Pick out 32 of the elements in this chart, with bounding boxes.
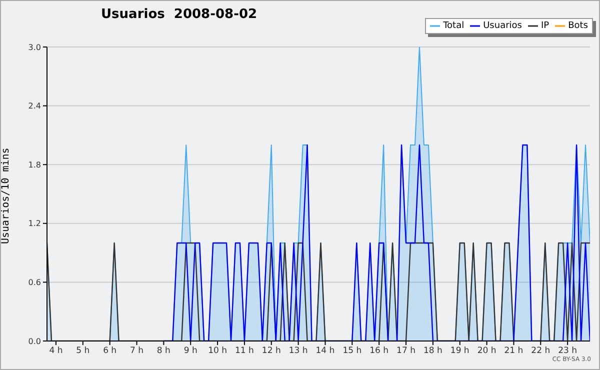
y-tick-label: 1.8 — [28, 160, 41, 170]
x-tick-label: 15 h — [342, 346, 362, 356]
x-tick-label: 5 h — [76, 346, 90, 356]
x-tick-label: 14 h — [316, 346, 335, 356]
chart-title: Usuarios 2008-08-02 — [101, 7, 258, 22]
x-tick-label: 4 h — [49, 346, 63, 356]
x-tick-label: 20 h — [477, 346, 496, 356]
x-tick-label: 9 h — [184, 346, 198, 356]
x-tick-label: 21 h — [504, 346, 524, 356]
y-axis-title: Usuarios/10 mins — [0, 148, 12, 244]
legend-label: IP — [540, 20, 550, 32]
y-tick-label: 3.0 — [28, 42, 41, 52]
x-tick-label: 12 h — [262, 346, 281, 356]
legend-label: Usuarios — [482, 20, 522, 32]
x-tick-label: 19 h — [450, 346, 470, 356]
y-tick-label: 1.2 — [28, 219, 41, 228]
x-tick-label: 16 h — [370, 346, 389, 356]
y-tick-label: 0.6 — [28, 278, 41, 288]
y-tick-label: 2.4 — [28, 102, 41, 111]
legend-label: Bots — [567, 20, 588, 32]
x-tick-label: 17 h — [396, 346, 416, 356]
x-tick-label: 22 h — [531, 346, 550, 356]
legend-label: Total — [442, 20, 464, 32]
x-tick-label: 11 h — [235, 346, 254, 356]
x-tick-label: 18 h — [423, 346, 442, 356]
x-tick-label: 6 h — [103, 346, 117, 356]
x-tick-label: 10 h — [208, 346, 227, 356]
x-tick-label: 23 h — [558, 346, 578, 356]
x-tick-label: 13 h — [288, 346, 308, 356]
x-tick-label: 7 h — [130, 346, 144, 356]
x-tick-label: 8 h — [156, 346, 170, 356]
y-tick-label: 0.0 — [28, 336, 41, 346]
